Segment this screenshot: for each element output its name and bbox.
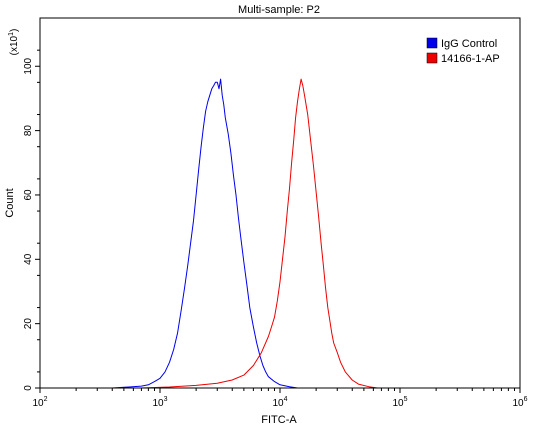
x-tick-label: 103 [152, 396, 167, 409]
y-tick-label: 80 [23, 125, 34, 137]
y-axis-label: Count [4, 188, 16, 217]
series-line-2 [141, 78, 378, 389]
plot-series [87, 78, 378, 389]
x-tick-label: 102 [32, 396, 47, 409]
x-ticks: 102 103 104 105 106 [32, 388, 528, 409]
plot-frame [39, 17, 521, 389]
y-multiplier-label: (x101) [8, 29, 20, 56]
x-tick-label: 106 [512, 396, 527, 409]
y-ticks: 0 20 40 60 80 100 [23, 49, 40, 391]
x-axis-label: FITC-A [261, 414, 297, 426]
legend-label: IgG Control [441, 38, 497, 50]
y-tick-label: 0 [23, 385, 34, 391]
chart-title: Multi-sample: P2 [238, 4, 320, 16]
y-tick-label: 20 [23, 318, 34, 330]
series-line-1 [87, 78, 298, 389]
x-tick-label: 104 [272, 396, 287, 409]
legend-label: 14166-1-AP [441, 53, 500, 65]
legend-swatch [426, 37, 438, 49]
y-tick-label: 40 [23, 253, 34, 265]
y-tick-label: 100 [23, 57, 34, 74]
legend: IgG Control 14166-1-AP [426, 37, 500, 65]
x-tick-label: 105 [392, 396, 407, 409]
legend-swatch [426, 52, 438, 64]
svg-text:(x101): (x101) [8, 29, 20, 56]
y-tick-label: 60 [23, 189, 34, 201]
